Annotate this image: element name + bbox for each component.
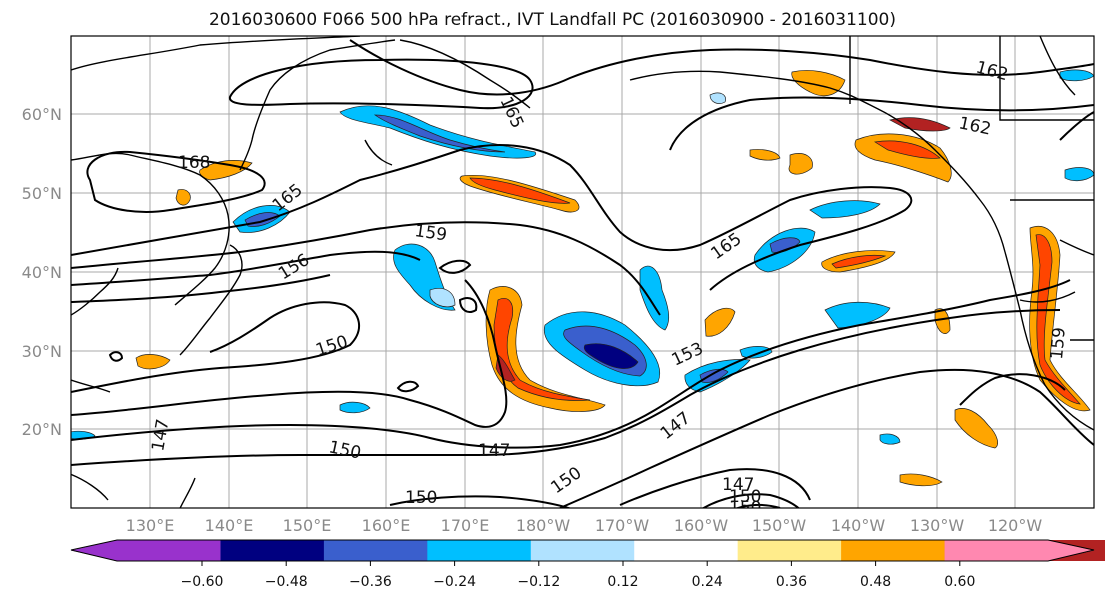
lat-tick-label: 30°N [22,342,62,361]
colorbar-tick-label: 0.60 [944,574,975,590]
contour-label: 168 [178,153,210,173]
lon-tick-label: 180°W [516,516,571,535]
contour-label: 159 [1047,326,1070,360]
lat-tick-label: 60°N [22,105,62,124]
contour-label: 159 [413,221,448,245]
refractivity-contours [71,39,1094,508]
map-border [70,35,1095,509]
lon-tick-label: 150°E [283,516,332,535]
lon-tick-label: 160°E [362,516,411,535]
longitude-tick-labels: 130°E 140°E 150°E 160°E 170°E 180°W 170°… [126,516,1043,535]
colorbar: −0.60 −0.48 −0.36 −0.24 −0.12 0.12 0.24 0.36 0.4… [70,539,1105,590]
lon-tick-label: 150°W [752,516,807,535]
colorbar-ticks: −0.60 −0.48 −0.36 −0.24 −0.12 0.12 0.24 0.36 0.4… [181,561,975,590]
lon-tick-label: 130°E [126,516,175,535]
colorbar-segment [71,540,221,561]
contour-label: 147 [478,441,510,461]
lon-tick-label: 170°W [595,516,650,535]
lon-tick-label: 130°W [910,516,965,535]
colorbar-segment [737,540,842,561]
colorbar-tick-label: −0.36 [349,574,392,590]
colorbar-tick-label: −0.12 [517,574,560,590]
lat-tick-label: 40°N [22,263,62,282]
lon-tick-label: 140°E [205,516,254,535]
lon-tick-label: 120°W [988,516,1043,535]
latitude-tick-labels: 60°N 50°N 40°N 30°N 20°N [22,105,62,439]
colorbar-tick-label: −0.48 [265,574,308,590]
lat-tick-label: 50°N [22,184,62,203]
colorbar-segment [841,540,946,561]
colorbar-segment [323,540,428,561]
contour-label: 150 [405,488,437,508]
contour-label: 147 [722,475,754,495]
colorbar-tick-label: 0.36 [776,574,807,590]
lat-tick-label: 20°N [22,420,62,439]
colorbar-tick-label: −0.60 [181,574,224,590]
contour-labels: 168 165 165 165 162 162 159 156 150 153 … [148,58,1070,518]
shaded-anomaly-regions [71,69,1094,487]
colorbar-tick-label: 0.12 [607,574,638,590]
map-title: 2016030600 F066 500 hPa refract., IVT La… [208,10,896,30]
colorbar-outline [70,539,1095,562]
colorbar-tick-label: 0.24 [692,574,723,590]
colorbar-segment [944,540,1094,561]
colorbar-segments [71,540,1105,561]
contour-label: 150 [729,487,761,507]
colorbar-tick-label: −0.24 [433,574,476,590]
colorbar-segment [427,540,532,561]
contour-label: 150 [729,498,761,518]
lon-tick-label: 160°W [674,516,729,535]
colorbar-segment [530,540,635,561]
lon-tick-label: 140°W [831,516,886,535]
lon-tick-label: 170°E [441,516,490,535]
colorbar-segment [220,540,325,561]
colorbar-segment [634,540,739,561]
coastlines [71,36,1094,508]
colorbar-tick-label: 0.48 [860,574,891,590]
